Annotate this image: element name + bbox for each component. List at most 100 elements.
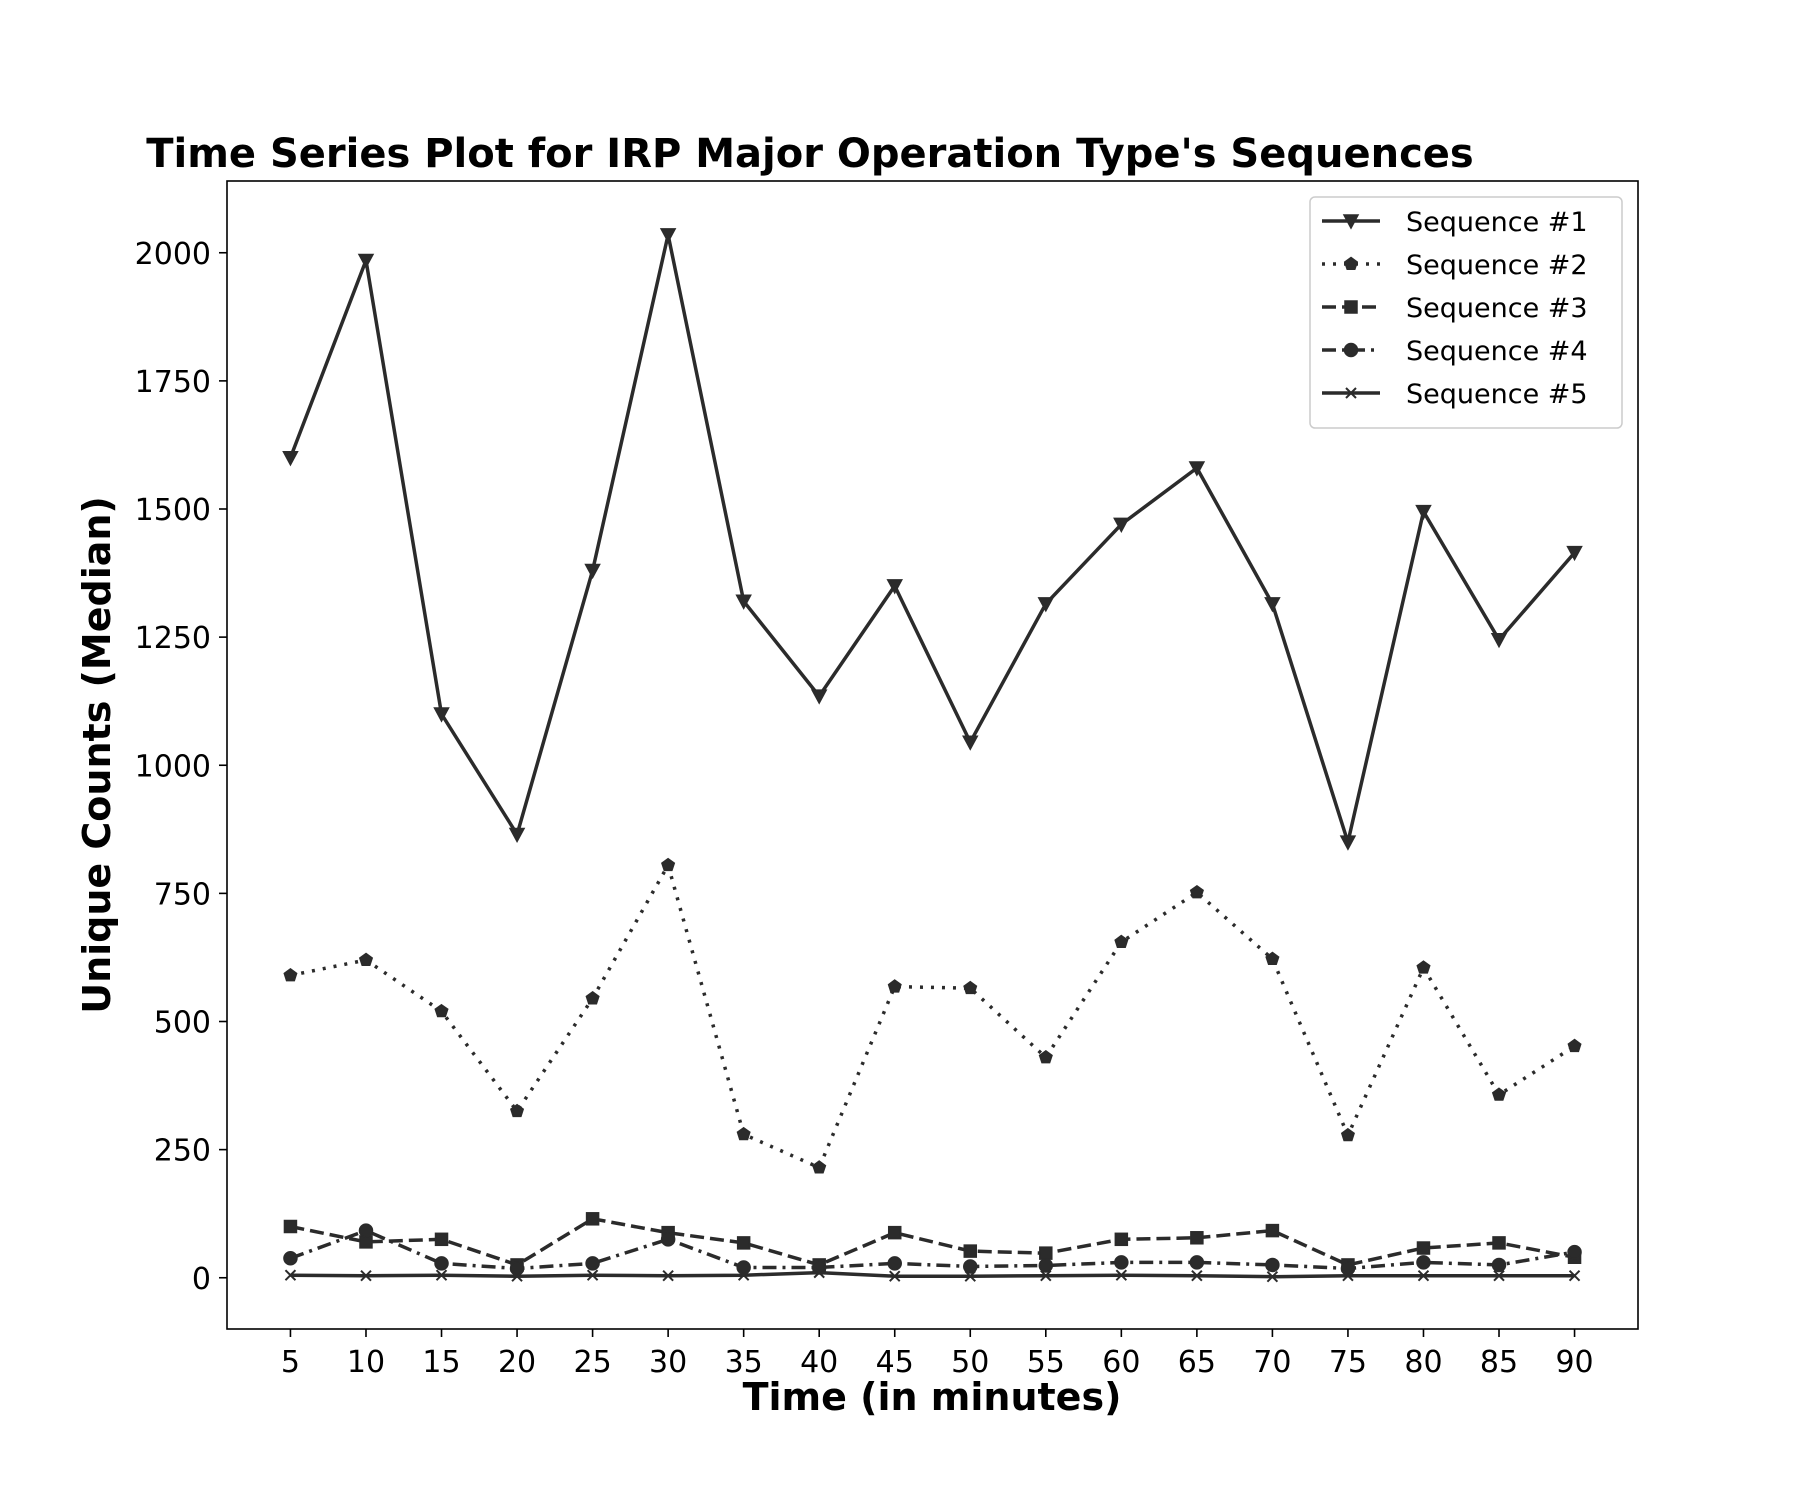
- series-4-point-15: [434, 1256, 449, 1271]
- series-1-point-15: [433, 707, 450, 723]
- legend-label-4: Sequence #4: [1406, 336, 1588, 367]
- chart-title: Time Series Plot for IRP Major Operation…: [146, 131, 1473, 177]
- y-axis-label: Unique Counts (Median): [75, 496, 119, 1014]
- series-3-point-25: [585, 1212, 600, 1226]
- series-4-point-5: [283, 1251, 298, 1266]
- series-4-point-75: [1340, 1261, 1356, 1276]
- y-tick-label-1500: 1500: [135, 493, 211, 528]
- series-5-point-80: [1417, 1269, 1430, 1282]
- series-5-point-65: [1191, 1269, 1203, 1282]
- x-tick-label-10: 10: [347, 1345, 385, 1380]
- series-5-point-90: [1568, 1269, 1581, 1282]
- series-4-point-60: [1114, 1255, 1129, 1270]
- series-1-point-70: [1264, 597, 1281, 613]
- x-tick-label-85: 85: [1480, 1345, 1518, 1380]
- series-1-point-20: [508, 827, 526, 844]
- legend-marker-5: [1345, 387, 1357, 399]
- series-2-point-10: [358, 952, 374, 967]
- x-tick-label-60: 60: [1102, 1345, 1140, 1380]
- series-2-point-85: [1491, 1087, 1507, 1101]
- x-tick-label-90: 90: [1555, 1345, 1593, 1380]
- series-2-point-80: [1416, 960, 1431, 974]
- series-4: [283, 1223, 1582, 1276]
- series-1-point-75: [1339, 835, 1357, 851]
- series-2-point-75: [1340, 1127, 1355, 1142]
- plot-area: [226, 180, 1639, 1330]
- series-2-point-65: [1189, 884, 1204, 899]
- series-2-point-50: [963, 980, 978, 995]
- series-3-point-65: [1190, 1231, 1204, 1245]
- series-5-point-40: [813, 1266, 825, 1279]
- series-5-point-70: [1266, 1271, 1279, 1283]
- series-4-point-25: [585, 1256, 600, 1271]
- series-3-point-60: [1114, 1232, 1129, 1247]
- series-1-point-5: [282, 451, 299, 467]
- series-4-point-45: [887, 1256, 902, 1271]
- x-axis-label: Time (in minutes): [743, 1375, 1122, 1419]
- x-tick-label-75: 75: [1329, 1345, 1367, 1380]
- series-3-point-80: [1416, 1241, 1431, 1255]
- series-5-point-30: [662, 1269, 674, 1282]
- series-3-point-70: [1265, 1223, 1280, 1238]
- series-1-point-45: [886, 579, 903, 595]
- series-4-point-10: [358, 1223, 374, 1238]
- x-tick-label-30: 30: [649, 1345, 687, 1380]
- series-3-point-50: [963, 1244, 978, 1258]
- legend-marker-2: [1343, 256, 1359, 271]
- series-3-point-35: [736, 1236, 751, 1250]
- legend: Sequence #1 Sequence #2 Sequence #3 Sequenc…: [1309, 196, 1623, 429]
- legend-label-1: Sequence #1: [1406, 207, 1588, 238]
- x-tick-label-55: 55: [1027, 1345, 1065, 1380]
- y-tick-label-2000: 2000: [135, 237, 211, 272]
- legend-label-3: Sequence #3: [1406, 293, 1588, 324]
- series-4-point-30: [660, 1232, 676, 1247]
- series-1-point-65: [1188, 461, 1206, 477]
- series-2-point-15: [434, 1003, 449, 1018]
- series-3-point-15: [434, 1232, 449, 1247]
- series-2-point-20: [510, 1103, 525, 1118]
- series-1-point-10: [357, 253, 375, 270]
- series-1-point-40: [810, 689, 828, 705]
- series-5-point-10: [360, 1269, 372, 1282]
- series-2: [283, 857, 1582, 1174]
- series-5-point-25: [586, 1269, 599, 1281]
- x-tick-label-65: 65: [1178, 1345, 1216, 1380]
- series-5: [284, 1266, 1581, 1283]
- series-1-point-55: [1037, 597, 1055, 613]
- series-1-point-50: [962, 735, 979, 751]
- series-3-point-45: [887, 1225, 902, 1240]
- series-5-point-85: [1493, 1269, 1505, 1282]
- y-tick-label-250: 250: [154, 1134, 211, 1169]
- x-tick-label-50: 50: [951, 1345, 989, 1380]
- legend-box: [1309, 196, 1623, 429]
- series-layer: [282, 228, 1583, 1283]
- series-4-point-70: [1265, 1257, 1280, 1273]
- series-1-point-25: [584, 563, 601, 580]
- series-5-point-45: [889, 1270, 901, 1282]
- x-tick-label-35: 35: [725, 1345, 763, 1380]
- series-2-point-5: [283, 967, 298, 982]
- series-2-point-30: [661, 857, 676, 872]
- y-tick-label-750: 750: [154, 877, 211, 912]
- series-1-point-60: [1113, 517, 1130, 533]
- series-4-point-50: [963, 1259, 978, 1274]
- series-3-point-85: [1492, 1236, 1506, 1250]
- x-tick-label-45: 45: [876, 1345, 914, 1380]
- legend-marker-1: [1342, 214, 1360, 230]
- series-2-point-45: [887, 979, 902, 993]
- series-3-point-55: [1039, 1246, 1053, 1260]
- series-1-point-35: [735, 594, 752, 610]
- legend-marker-3: [1344, 300, 1358, 314]
- series-2-point-70: [1265, 951, 1280, 965]
- x-tick-label-15: 15: [422, 1345, 460, 1380]
- y-tick-label-500: 500: [154, 1006, 211, 1041]
- x-tick-label-70: 70: [1253, 1345, 1291, 1380]
- x-tick-label-80: 80: [1404, 1345, 1442, 1380]
- series-4-line: [289, 1228, 1575, 1271]
- series-5-point-50: [964, 1270, 976, 1282]
- x-tick-label-5: 5: [281, 1345, 300, 1380]
- series-4-point-55: [1038, 1258, 1054, 1273]
- series-5-point-75: [1342, 1269, 1354, 1282]
- series-5-point-5: [284, 1269, 297, 1281]
- series-5-point-55: [1040, 1269, 1052, 1282]
